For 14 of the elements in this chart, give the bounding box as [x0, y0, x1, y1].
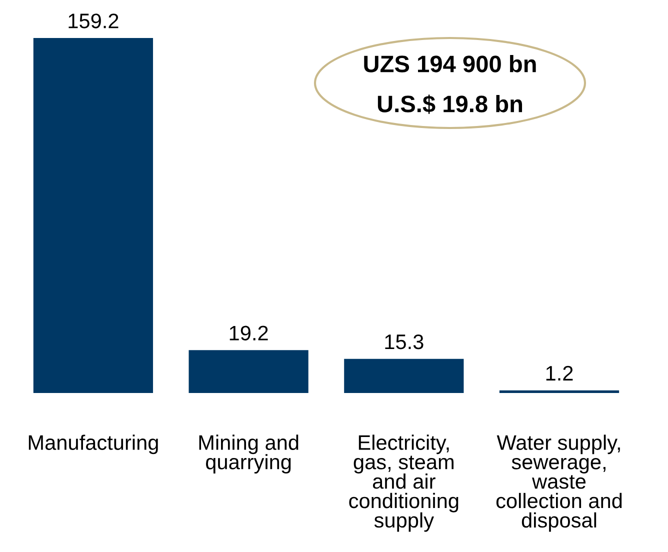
x-tick-label: Water supply, sewerage, waste collection and disposal — [496, 434, 622, 532]
annotation: UZS 194 900 bn — [364, 54, 536, 72]
data-label: 15.3 — [385, 334, 424, 350]
bar — [499, 390, 620, 393]
data-label: 1.2 — [546, 366, 573, 380]
x-tick-label: Electricity, gas, steam and air conditioning supply — [349, 434, 458, 532]
bar — [33, 38, 154, 393]
x-tick-label: Manufacturing — [28, 434, 158, 454]
data-label: 159.2 — [68, 14, 118, 28]
annotation: U.S.$ 19.8 bn — [378, 94, 522, 114]
data-label: 19.2 — [230, 326, 268, 341]
bar — [188, 350, 308, 393]
x-tick-label: Mining and quarrying — [199, 434, 298, 474]
bar — [344, 358, 464, 393]
